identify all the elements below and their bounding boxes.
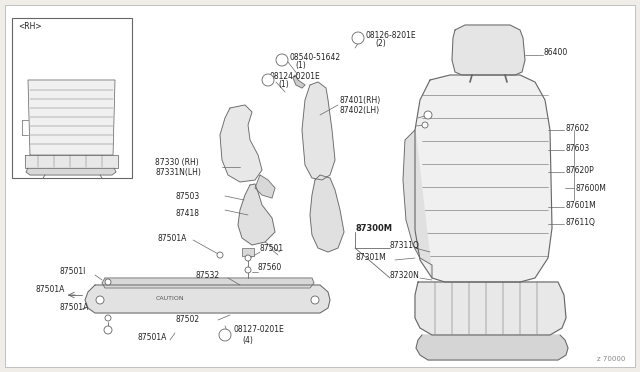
Text: S: S bbox=[280, 58, 284, 62]
Text: 87401(RH): 87401(RH) bbox=[340, 96, 381, 105]
Polygon shape bbox=[302, 82, 335, 180]
Circle shape bbox=[424, 111, 432, 119]
Text: 87560: 87560 bbox=[258, 263, 282, 273]
Text: 87532: 87532 bbox=[195, 270, 219, 279]
Circle shape bbox=[104, 326, 112, 334]
Circle shape bbox=[352, 32, 364, 44]
Text: (1): (1) bbox=[295, 61, 306, 70]
Text: 08124-0201E: 08124-0201E bbox=[270, 71, 321, 80]
Circle shape bbox=[245, 255, 251, 261]
Text: 87503: 87503 bbox=[175, 192, 199, 201]
Text: 87330 (RH): 87330 (RH) bbox=[155, 157, 199, 167]
Text: 87620P: 87620P bbox=[565, 166, 594, 174]
Circle shape bbox=[217, 252, 223, 258]
Text: 87501I: 87501I bbox=[60, 267, 86, 276]
Circle shape bbox=[105, 279, 111, 285]
Text: 86400: 86400 bbox=[543, 48, 567, 57]
Text: B: B bbox=[223, 333, 227, 337]
Text: 87501: 87501 bbox=[260, 244, 284, 253]
Circle shape bbox=[96, 296, 104, 304]
Text: 08540-51642: 08540-51642 bbox=[290, 52, 341, 61]
Circle shape bbox=[276, 54, 288, 66]
Text: <RH>: <RH> bbox=[18, 22, 42, 31]
Polygon shape bbox=[220, 105, 262, 182]
Circle shape bbox=[422, 122, 428, 128]
Text: 87501A: 87501A bbox=[60, 304, 90, 312]
Text: z 70000: z 70000 bbox=[596, 356, 625, 362]
Text: 87331N(LH): 87331N(LH) bbox=[155, 167, 201, 176]
Polygon shape bbox=[452, 25, 525, 75]
Polygon shape bbox=[416, 335, 568, 360]
Bar bbox=[242, 248, 254, 256]
Text: 87402(LH): 87402(LH) bbox=[340, 106, 380, 115]
Text: 87502: 87502 bbox=[175, 315, 199, 324]
Circle shape bbox=[311, 296, 319, 304]
Circle shape bbox=[105, 315, 111, 321]
Text: 08126-8201E: 08126-8201E bbox=[365, 31, 415, 39]
Text: 87501A: 87501A bbox=[35, 285, 65, 295]
Text: 87501A: 87501A bbox=[138, 333, 168, 341]
Text: CAUTION: CAUTION bbox=[156, 296, 184, 301]
Polygon shape bbox=[28, 80, 115, 155]
Polygon shape bbox=[415, 282, 566, 335]
Circle shape bbox=[262, 74, 274, 86]
Polygon shape bbox=[85, 285, 330, 313]
Circle shape bbox=[245, 267, 251, 273]
Bar bbox=[12, 18, 132, 178]
Polygon shape bbox=[26, 168, 116, 175]
Polygon shape bbox=[415, 75, 552, 282]
Polygon shape bbox=[310, 175, 344, 252]
Text: 87301M: 87301M bbox=[355, 253, 386, 263]
Text: (2): (2) bbox=[375, 38, 386, 48]
Text: 87611Q: 87611Q bbox=[565, 218, 595, 227]
Polygon shape bbox=[102, 278, 314, 288]
Polygon shape bbox=[293, 75, 305, 88]
Text: B: B bbox=[266, 77, 270, 83]
Polygon shape bbox=[403, 130, 432, 278]
Circle shape bbox=[219, 329, 231, 341]
Text: 87311Q: 87311Q bbox=[390, 241, 420, 250]
Text: 08127-0201E: 08127-0201E bbox=[233, 326, 284, 334]
Text: 87603: 87603 bbox=[565, 144, 589, 153]
Text: 87600M: 87600M bbox=[575, 183, 606, 192]
Text: (1): (1) bbox=[278, 80, 289, 89]
Text: 87602: 87602 bbox=[565, 124, 589, 132]
Polygon shape bbox=[25, 155, 118, 168]
Polygon shape bbox=[238, 184, 275, 245]
Text: 87300M: 87300M bbox=[355, 224, 392, 232]
Text: (4): (4) bbox=[242, 336, 253, 344]
Text: B: B bbox=[356, 35, 360, 41]
Text: 87320N: 87320N bbox=[390, 270, 420, 279]
Text: 87418: 87418 bbox=[175, 208, 199, 218]
Text: 87601M: 87601M bbox=[565, 201, 596, 209]
Polygon shape bbox=[255, 175, 275, 198]
Text: 87501A: 87501A bbox=[158, 234, 188, 243]
